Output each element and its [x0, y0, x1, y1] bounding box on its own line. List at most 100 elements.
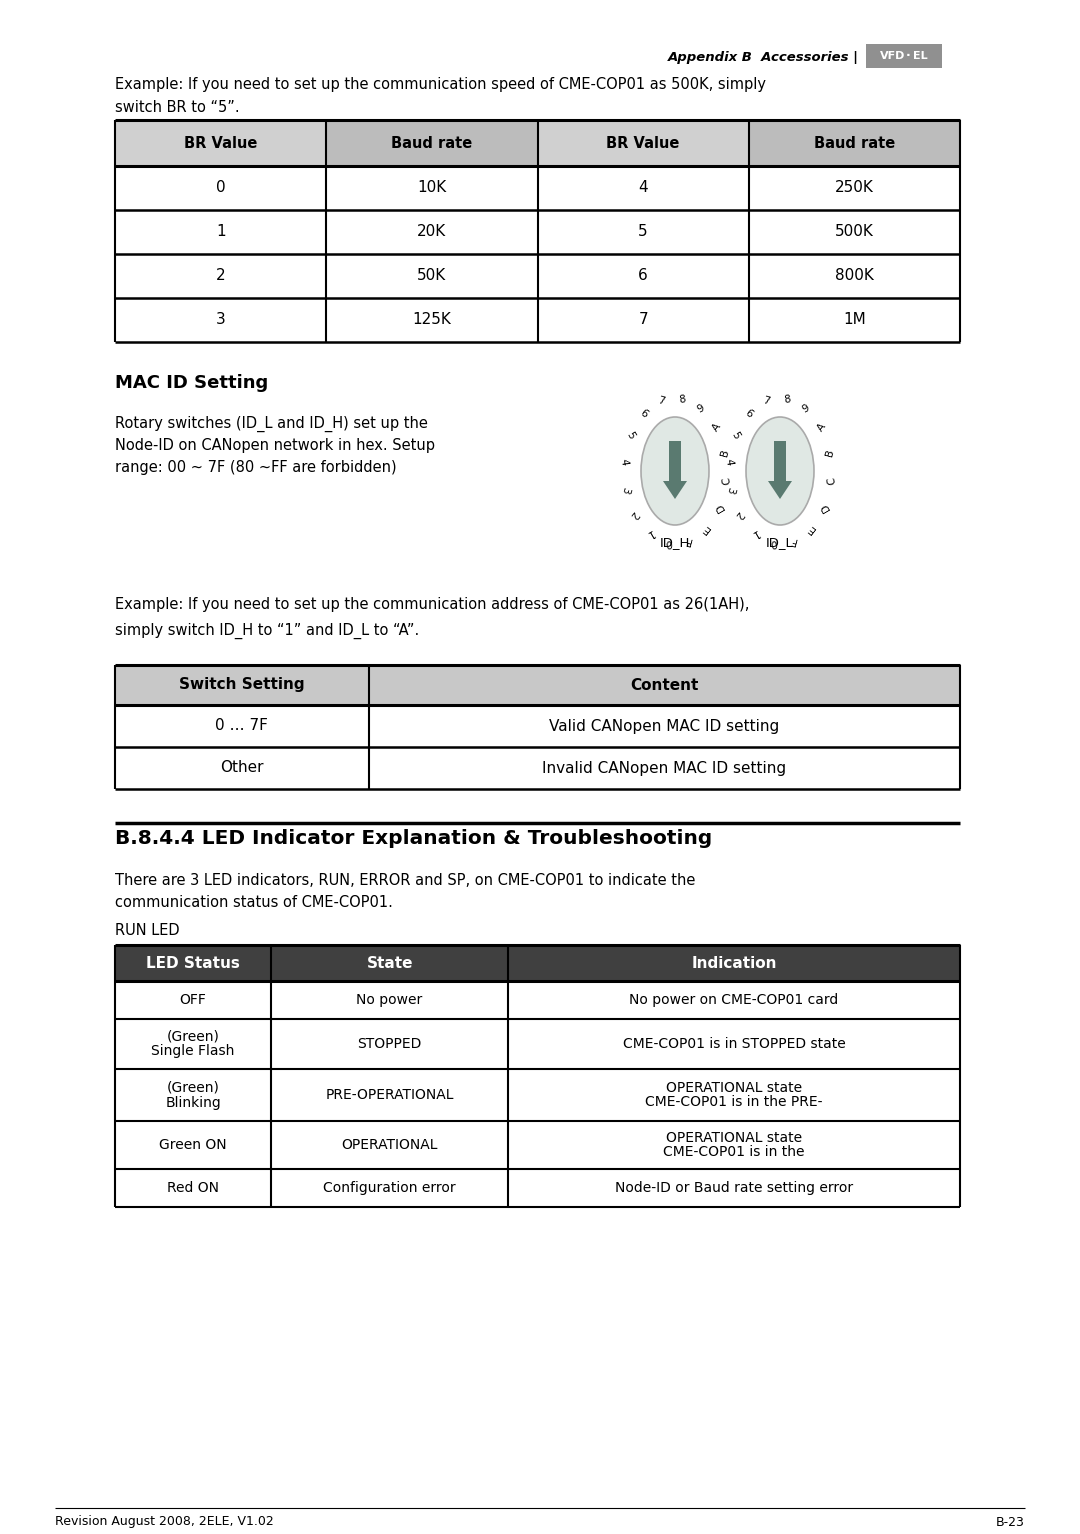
Ellipse shape [642, 417, 708, 525]
Bar [114, 666, 960, 706]
Text: 4: 4 [618, 457, 629, 465]
Bar [866, 44, 942, 67]
FancyArrow shape [768, 440, 792, 499]
Bar [114, 945, 960, 982]
Text: CME-COP01 is in the: CME-COP01 is in the [663, 1146, 805, 1160]
Text: 250K: 250K [835, 181, 874, 195]
Text: Single Flash: Single Flash [151, 1045, 234, 1058]
Text: 4: 4 [723, 457, 733, 465]
Text: Valid CANopen MAC ID setting: Valid CANopen MAC ID setting [549, 718, 780, 733]
Text: 50K: 50K [417, 268, 446, 284]
Text: C: C [721, 476, 732, 485]
Text: F: F [789, 535, 798, 546]
Text: 125K: 125K [413, 313, 451, 327]
Text: CME-COP01 is in STOPPED state: CME-COP01 is in STOPPED state [622, 1037, 846, 1051]
Text: OPERATIONAL state: OPERATIONAL state [666, 1080, 802, 1094]
Text: Node-ID or Baud rate setting error: Node-ID or Baud rate setting error [615, 1181, 853, 1195]
Text: (Green): (Green) [166, 1080, 219, 1094]
Text: E: E [701, 522, 713, 534]
Text: Blinking: Blinking [165, 1095, 221, 1109]
Text: E: E [806, 522, 818, 534]
Ellipse shape [746, 417, 814, 525]
Text: 6: 6 [637, 408, 649, 420]
Text: 4: 4 [638, 181, 648, 195]
Text: PRE-OPERATIONAL: PRE-OPERATIONAL [325, 1088, 454, 1101]
Text: Revision August 2008, 2ELE, V1.02: Revision August 2008, 2ELE, V1.02 [55, 1516, 273, 1528]
Text: ·: · [905, 49, 910, 63]
Text: Other: Other [220, 761, 264, 776]
Text: 8: 8 [783, 394, 791, 405]
Text: 5: 5 [638, 224, 648, 239]
Text: Example: If you need to set up the communication speed of CME-COP01 as 500K, sim: Example: If you need to set up the commu… [114, 78, 766, 92]
Text: VFD: VFD [880, 51, 905, 61]
Text: 2: 2 [216, 268, 226, 284]
Bar [538, 120, 748, 166]
Text: 5: 5 [624, 430, 636, 440]
Text: switch BR to “5”.: switch BR to “5”. [114, 101, 240, 115]
Text: No power on CME-COP01 card: No power on CME-COP01 card [630, 992, 838, 1006]
Text: 3: 3 [619, 485, 631, 494]
Text: simply switch ID_H to “1” and ID_L to “A”.: simply switch ID_H to “1” and ID_L to “A… [114, 623, 419, 640]
Text: ID_H: ID_H [660, 537, 690, 549]
Text: Appendix B  Accessories |: Appendix B Accessories | [669, 51, 859, 63]
Text: 500K: 500K [835, 224, 874, 239]
Text: 0: 0 [216, 181, 226, 195]
FancyArrow shape [663, 440, 687, 499]
Text: 7: 7 [762, 396, 771, 407]
Text: BR Value: BR Value [607, 135, 679, 150]
Text: 0 … 7F: 0 … 7F [215, 718, 268, 733]
Text: 7: 7 [657, 396, 666, 407]
Text: 1: 1 [748, 528, 759, 540]
Text: range: 00 ~ 7F (80 ~FF are forbidden): range: 00 ~ 7F (80 ~FF are forbidden) [114, 460, 396, 476]
Text: Baud rate: Baud rate [813, 135, 895, 150]
Text: B.8.4.4 LED Indicator Explanation & Troubleshooting: B.8.4.4 LED Indicator Explanation & Trou… [114, 828, 712, 848]
Text: 1: 1 [644, 528, 654, 540]
Text: A: A [711, 422, 723, 433]
Text: OPERATIONAL state: OPERATIONAL state [666, 1131, 802, 1144]
Text: communication status of CME-COP01.: communication status of CME-COP01. [114, 894, 393, 910]
Text: A: A [815, 422, 827, 433]
Text: 3: 3 [724, 485, 735, 494]
Bar [114, 120, 326, 166]
Text: 9: 9 [800, 402, 811, 414]
Text: B: B [719, 448, 731, 457]
Text: Red ON: Red ON [167, 1181, 219, 1195]
Text: No power: No power [356, 992, 422, 1006]
Text: Rotary switches (ID_L and ID_H) set up the: Rotary switches (ID_L and ID_H) set up t… [114, 416, 428, 433]
Text: D: D [714, 502, 727, 512]
Text: There are 3 LED indicators, RUN, ERROR and SP, on CME-COP01 to indicate the: There are 3 LED indicators, RUN, ERROR a… [114, 873, 696, 888]
Text: 1M: 1M [843, 313, 866, 327]
Text: Example: If you need to set up the communication address of CME-COP01 as 26(1AH): Example: If you need to set up the commu… [114, 597, 750, 612]
Text: 0: 0 [664, 537, 672, 548]
Text: 7: 7 [638, 313, 648, 327]
Text: 6: 6 [638, 268, 648, 284]
Text: State: State [366, 956, 413, 971]
Text: B-23: B-23 [996, 1516, 1025, 1528]
Text: 2: 2 [732, 509, 745, 520]
Text: F: F [685, 535, 692, 546]
Text: Baud rate: Baud rate [391, 135, 473, 150]
Text: Configuration error: Configuration error [323, 1181, 456, 1195]
Text: 2: 2 [627, 509, 639, 520]
Text: 8: 8 [678, 394, 686, 405]
Text: 3: 3 [216, 313, 226, 327]
Text: B: B [824, 448, 836, 457]
Text: RUN LED: RUN LED [114, 923, 179, 937]
Text: Indication: Indication [691, 956, 777, 971]
Text: 0: 0 [769, 537, 778, 548]
Text: 5: 5 [729, 430, 741, 440]
Text: 20K: 20K [417, 224, 446, 239]
Text: STOPPED: STOPPED [357, 1037, 422, 1051]
Bar [326, 120, 538, 166]
Text: 1: 1 [216, 224, 226, 239]
Text: 800K: 800K [835, 268, 874, 284]
Text: Invalid CANopen MAC ID setting: Invalid CANopen MAC ID setting [542, 761, 786, 776]
Text: MAC ID Setting: MAC ID Setting [114, 374, 268, 393]
Text: CME-COP01 is in the PRE-: CME-COP01 is in the PRE- [645, 1095, 823, 1109]
Text: C: C [826, 476, 837, 485]
Text: Content: Content [630, 678, 699, 692]
Text: 9: 9 [696, 402, 706, 414]
Text: OFF: OFF [179, 992, 206, 1006]
Text: Green ON: Green ON [160, 1138, 227, 1152]
Text: D: D [819, 502, 832, 512]
